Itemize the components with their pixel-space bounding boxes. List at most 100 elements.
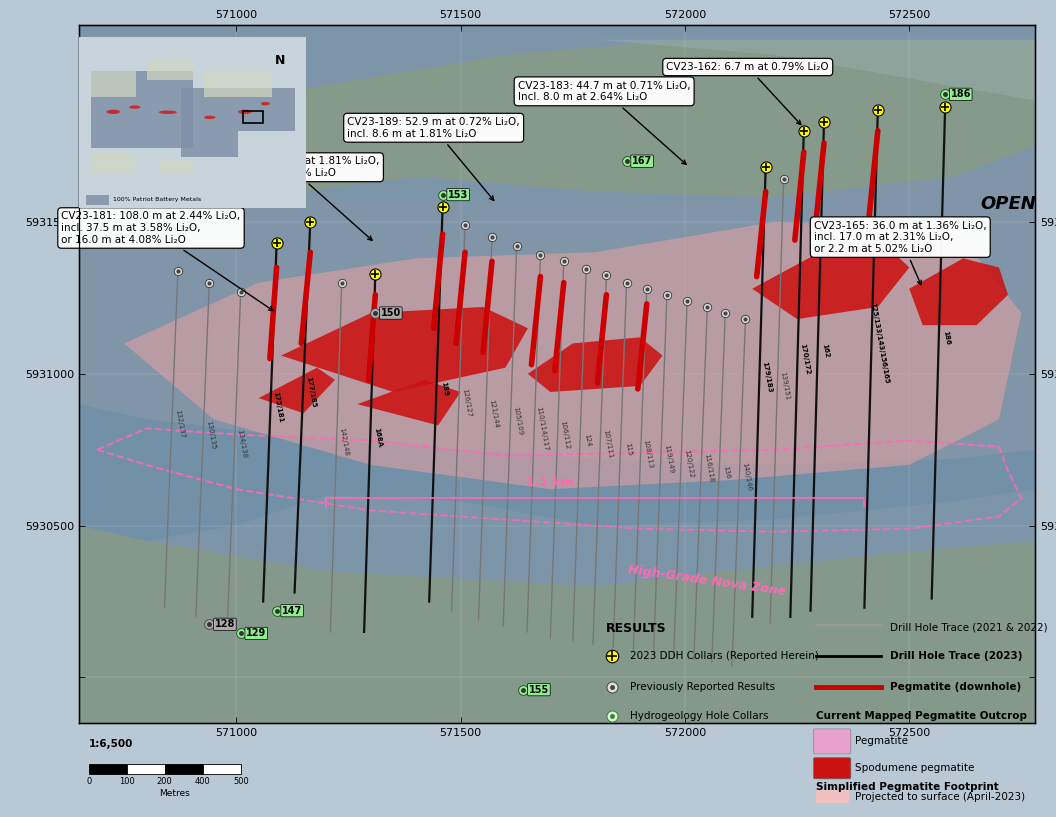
Text: 126/127: 126/127 [460,388,472,417]
Text: 116/118: 116/118 [703,453,714,483]
Text: 186: 186 [950,89,970,100]
Text: 150: 150 [381,308,401,318]
Text: 132/137: 132/137 [174,409,185,439]
Polygon shape [281,307,528,392]
Polygon shape [124,222,1021,489]
Bar [89,764,127,774]
Bar [243,110,263,123]
Text: Current Mapped Pegmatite Outcrop: Current Mapped Pegmatite Outcrop [815,712,1026,721]
Text: 500: 500 [233,777,248,786]
Text: 140/146: 140/146 [741,462,752,492]
Text: 120/122: 120/122 [683,449,694,478]
Text: 100% Patriot Battery Metals: 100% Patriot Battery Metals [113,197,202,203]
Bar [182,88,295,132]
Text: 124: 124 [584,433,591,447]
Text: 119/149: 119/149 [663,444,674,474]
Polygon shape [528,337,662,392]
Text: 400: 400 [195,777,210,786]
Text: Drill Hole Trace (2021 & 2022): Drill Hole Trace (2021 & 2022) [890,623,1048,632]
Text: 177/185: 177/185 [305,376,316,408]
Text: 170/172: 170/172 [799,342,811,375]
Text: 105/109: 105/109 [512,406,524,435]
Text: 128: 128 [214,619,235,629]
Text: Pegmatite (downhole): Pegmatite (downhole) [890,681,1021,692]
Bar [204,71,272,97]
Bar [91,71,136,97]
Ellipse shape [158,110,176,114]
Text: 175/181: 175/181 [272,391,284,423]
Text: Hydrogeology Hole Collars: Hydrogeology Hole Collars [629,712,768,721]
Polygon shape [326,40,1035,100]
Text: 200: 200 [157,777,172,786]
Text: 0: 0 [87,777,91,786]
Text: 167: 167 [631,156,653,166]
Text: 129: 129 [246,628,266,638]
Polygon shape [909,258,1008,325]
Text: 115: 115 [624,443,633,457]
Text: High-Grade Nova Zone: High-Grade Nova Zone [627,563,788,598]
Text: Metres: Metres [158,789,190,798]
Bar [203,764,241,774]
Text: Projected to surface (April-2023): Projected to surface (April-2023) [855,792,1025,802]
Text: 179/183: 179/183 [761,360,773,393]
Polygon shape [79,161,1035,465]
Text: CV23-189: 52.9 m at 0.72% Li₂O,
incl. 8.6 m at 1.81% Li₂O: CV23-189: 52.9 m at 0.72% Li₂O, incl. 8.… [347,117,520,200]
FancyBboxPatch shape [813,729,851,754]
Text: 147: 147 [282,605,302,616]
Text: 142/148: 142/148 [339,427,350,457]
Text: CV23-177: 115.3 m at 1.81% Li₂O,
incl. 89.6 m at 2.20% Li₂O: CV23-177: 115.3 m at 1.81% Li₂O, incl. 8… [201,156,380,240]
Text: CV23-183: 44.7 m at 0.71% Li₂O,
Incl. 8.0 m at 2.64% Li₂O: CV23-183: 44.7 m at 0.71% Li₂O, Incl. 8.… [517,81,691,164]
Polygon shape [79,404,1035,541]
Ellipse shape [261,102,270,105]
Text: 162: 162 [822,343,830,359]
Text: 1:6,500: 1:6,500 [89,739,133,748]
Polygon shape [259,368,335,413]
Text: Pegmatite: Pegmatite [855,736,908,747]
Text: 134/138: 134/138 [237,429,247,458]
Text: Previously Reported Results: Previously Reported Results [629,681,775,692]
Text: CV23-162: 6.7 m at 0.79% Li₂O: CV23-162: 6.7 m at 0.79% Li₂O [666,62,829,124]
Text: 136: 136 [722,466,731,480]
Bar [815,790,849,803]
FancyBboxPatch shape [813,757,851,779]
Bar [91,154,136,174]
Text: 1.1 km: 1.1 km [526,476,574,489]
Bar [91,71,192,149]
Polygon shape [752,246,909,319]
Text: 106/112: 106/112 [560,420,570,449]
Ellipse shape [239,109,251,114]
Ellipse shape [204,116,215,119]
Text: Drill Hole Trace (2023): Drill Hole Trace (2023) [890,651,1023,661]
Text: 100: 100 [119,777,134,786]
Bar [165,764,203,774]
Text: 107/111: 107/111 [602,430,614,459]
Text: Spodumene pegmatite: Spodumene pegmatite [855,763,975,773]
Bar [148,59,192,80]
Text: 168A: 168A [373,427,382,448]
Text: 121/144: 121/144 [488,399,498,428]
Text: RESULTS: RESULTS [605,623,666,636]
Text: 2023 DDH Collars (Reported Herein): 2023 DDH Collars (Reported Herein) [629,651,818,661]
Text: Simplified Pegmatite Footprint: Simplified Pegmatite Footprint [815,783,999,792]
Polygon shape [357,380,460,426]
Text: 189: 189 [439,382,448,397]
Bar [158,160,192,174]
Text: 108/113: 108/113 [643,440,654,469]
Text: CV23-181: 108.0 m at 2.44% Li₂O,
incl. 37.5 m at 3.58% Li₂O,
or 16.0 m at 4.08% : CV23-181: 108.0 m at 2.44% Li₂O, incl. 3… [61,212,274,310]
Text: 125/133/143/156/165: 125/133/143/156/165 [869,302,889,385]
Bar [127,764,165,774]
Ellipse shape [107,109,120,114]
Bar [182,132,239,157]
Text: OPEN: OPEN [980,194,1036,212]
Text: 186: 186 [942,330,950,345]
Polygon shape [79,40,1035,237]
Text: 153: 153 [448,190,468,199]
Text: N: N [275,54,285,67]
Text: 139/151: 139/151 [779,371,791,401]
Text: 130/135: 130/135 [205,420,216,449]
Text: CV23-165: 36.0 m at 1.36% Li₂O,
incl. 17.0 m at 2.31% Li₂O,
or 2.2 m at 5.02% Li: CV23-165: 36.0 m at 1.36% Li₂O, incl. 17… [814,221,986,285]
Bar [86,194,109,205]
Text: 110/114/117: 110/114/117 [535,406,549,451]
Ellipse shape [129,105,140,109]
Polygon shape [79,525,1035,723]
